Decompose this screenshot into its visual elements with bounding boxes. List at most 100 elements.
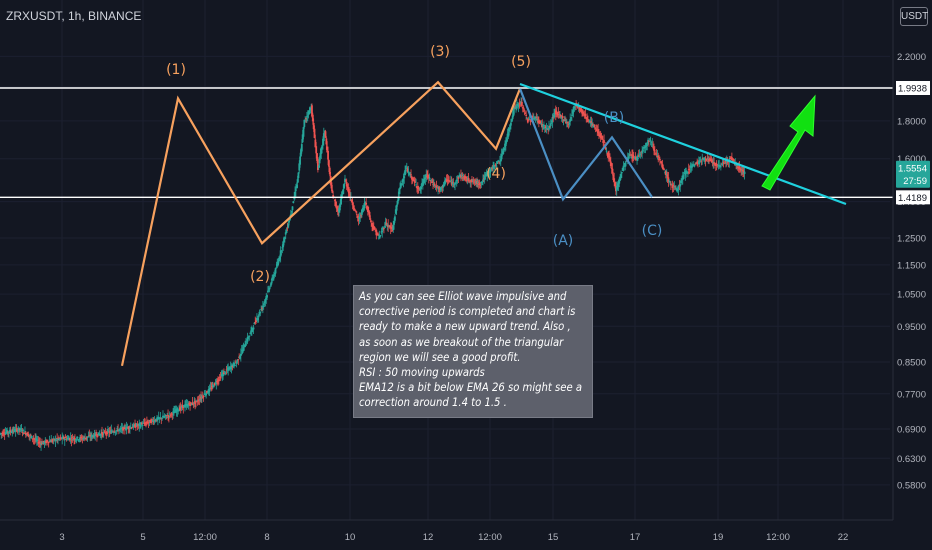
candle-body [89,436,92,438]
candle-body [13,431,16,433]
time-tick-label: 12:00 [193,532,217,543]
candle-body [67,437,70,439]
candle-body [719,166,722,168]
candle-body [381,231,384,233]
time-axis-bg [0,520,932,550]
candle-body [236,359,239,362]
candle-body [265,296,268,300]
candle-body [517,104,520,108]
candle-body [663,168,666,170]
candle-body [711,160,714,164]
candle-body [507,131,510,137]
price-tick-label: 0.6900 [897,425,926,436]
candle-body [639,153,642,155]
candle-body [176,408,179,412]
candle-body [629,154,632,156]
candle-body [18,428,21,430]
candle-body [529,120,532,122]
candle-body [526,117,528,119]
candle-body [632,156,635,159]
candle-body [220,375,223,377]
time-tick-label: 12 [423,532,434,543]
candle-body [566,121,569,123]
candle-body [147,422,150,424]
candle-body [570,117,572,119]
candle-body [435,185,438,188]
candle-body [153,419,156,422]
candle-body [325,138,328,145]
candle-body [692,164,695,166]
price-tick-label: 0.7700 [897,389,926,400]
candle-body [75,439,78,441]
candle-body [135,423,138,427]
corrective-wave-line[interactable] [518,88,653,202]
candle-body [319,152,322,158]
candle-body [235,362,238,364]
candle-body [141,424,144,426]
candle-body [510,119,513,122]
level-price-label: 1.9938 [898,84,927,95]
candle-body [366,206,369,213]
candle-body [392,225,395,230]
candle-body [360,214,362,216]
candle-body [210,388,213,389]
candle-body [549,123,552,127]
candle-body [424,177,427,180]
candle-body [492,166,495,169]
candle-body [539,121,542,124]
candle-body [452,182,455,184]
candle-body [283,237,285,242]
candle-body [347,187,350,193]
candle-body [332,195,335,197]
candle-body [676,190,679,191]
note-line: EMA12 is a bit below EMA 26 so might see… [359,381,583,395]
candle-body [100,433,103,436]
candle-body [580,108,583,112]
candle-body [52,438,55,440]
candle-body [598,133,600,135]
breakout-arrow[interactable] [761,94,816,191]
candle-body [361,209,363,215]
candle-body [286,227,289,229]
candle-body [234,364,236,367]
candle-body [271,277,274,280]
candle-body [106,430,108,435]
candle-body [442,185,445,188]
candle-body [191,402,194,405]
time-tick-label: 19 [713,532,724,543]
candle-body [405,170,407,172]
analysis-note[interactable]: As you can see Elliot wave impulsive and… [353,285,593,418]
impulse-wave-line[interactable] [120,80,522,367]
time-tick-label: 3 [59,532,64,543]
candle-body [581,110,584,115]
candle-body [573,106,576,109]
candle-body [134,426,137,428]
price-tick-label: 1.2500 [897,234,926,245]
time-tick-label: 5 [140,532,145,543]
candle-body [39,442,42,444]
candle-body [630,156,633,158]
candle-body [535,116,538,118]
currency-button[interactable]: USDT [900,7,928,26]
candle-body [233,362,235,367]
candle-body [572,107,575,113]
candle-body [570,114,573,116]
candle-body [559,114,562,117]
candle-body [129,427,131,429]
candle-body [548,125,550,130]
candle-body [273,272,276,275]
candle-body [150,420,153,424]
candle-body [641,151,644,153]
candle-body [511,115,514,120]
candle-body [668,181,671,183]
candle-body [738,165,741,170]
candle-body [208,387,211,392]
candle-body [195,400,198,402]
candle-body [215,382,218,385]
candle-body [162,416,165,418]
level-price-label: 1.4189 [898,193,927,204]
candle-body [346,185,349,189]
descending-trendline[interactable] [519,82,847,206]
candle-body [563,119,566,122]
